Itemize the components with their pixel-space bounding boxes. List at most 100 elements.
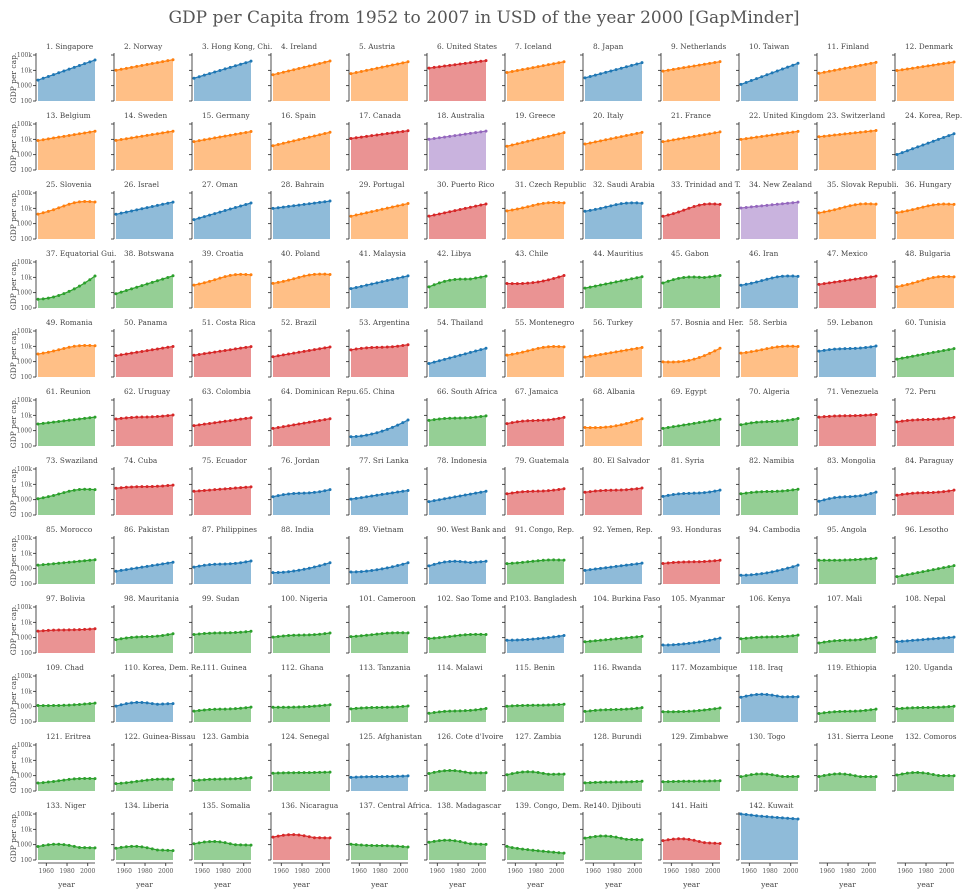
data-point xyxy=(900,772,904,776)
country-panel: 23. Switzerland xyxy=(814,111,885,171)
y-tick-label: 100 xyxy=(21,443,33,450)
data-point xyxy=(604,70,608,74)
panel-label: 53. Argentina xyxy=(359,318,410,327)
data-point xyxy=(72,488,76,492)
data-point xyxy=(244,560,248,564)
area-fill xyxy=(819,558,876,584)
data-point xyxy=(244,130,248,134)
data-point xyxy=(557,345,561,349)
panel-label: 29. Portugal xyxy=(359,180,405,189)
data-point xyxy=(515,351,519,355)
data-point xyxy=(140,207,144,211)
area-fill xyxy=(351,275,408,308)
data-point xyxy=(666,68,670,72)
data-point xyxy=(604,425,608,429)
data-point xyxy=(233,64,237,68)
country-panel: 125. Afghanistan xyxy=(346,732,422,792)
data-point xyxy=(307,633,311,637)
data-point xyxy=(947,61,951,65)
data-point xyxy=(244,272,248,276)
country-panel: 48. Bulgaria xyxy=(892,249,956,309)
data-point xyxy=(375,431,379,435)
data-point xyxy=(302,421,306,425)
data-point xyxy=(827,281,831,285)
data-point xyxy=(161,848,165,852)
panel-label: 4. Ireland xyxy=(281,42,317,51)
data-point xyxy=(947,202,951,206)
data-point xyxy=(52,842,56,846)
data-point xyxy=(708,132,712,136)
data-point xyxy=(135,635,139,639)
panel-label: 119. Ethiopia xyxy=(827,663,877,672)
area-fill xyxy=(429,131,486,170)
data-point xyxy=(448,634,452,638)
data-point xyxy=(458,133,462,137)
country-panel: 12. Denmark xyxy=(892,42,956,102)
data-point xyxy=(583,568,587,572)
data-point xyxy=(552,558,556,562)
panel-label: 70. Algeria xyxy=(749,387,790,396)
data-point xyxy=(302,705,306,709)
data-point xyxy=(276,354,280,358)
panel-label: 43. Chile xyxy=(515,249,548,258)
data-point xyxy=(926,569,930,573)
panel-label: 19. Greece xyxy=(515,111,555,120)
panel-label: 131. Sierra Leone xyxy=(827,732,893,741)
country-panel: 34. New Zealand xyxy=(736,180,812,240)
data-point xyxy=(687,422,691,426)
data-point xyxy=(708,490,712,494)
panel-label: 141. Haiti xyxy=(671,801,709,810)
panel-label: 15. Germany xyxy=(202,111,251,120)
data-point xyxy=(827,497,831,501)
data-point xyxy=(292,569,296,573)
data-point xyxy=(624,278,628,282)
data-point xyxy=(155,279,159,283)
data-point xyxy=(307,420,311,424)
data-point xyxy=(796,775,800,779)
data-point xyxy=(614,780,618,784)
data-point xyxy=(718,417,722,421)
data-point xyxy=(83,343,87,347)
panel-label: 120. Uganda xyxy=(905,663,953,672)
data-point xyxy=(541,771,545,775)
data-point xyxy=(546,489,550,493)
data-point xyxy=(599,834,603,838)
data-point xyxy=(833,280,837,284)
y-axis-title: GDP per cap. xyxy=(9,605,18,656)
data-point xyxy=(77,702,81,706)
data-point xyxy=(775,419,779,423)
country-panel: 66. South Africa xyxy=(424,387,498,447)
data-point xyxy=(228,842,232,846)
data-point xyxy=(661,643,665,647)
data-point xyxy=(62,703,66,707)
area-fill xyxy=(273,633,330,653)
data-point xyxy=(536,65,540,69)
data-point xyxy=(869,202,873,206)
data-point xyxy=(287,204,291,208)
data-point xyxy=(765,772,769,776)
data-point xyxy=(911,147,915,151)
data-point xyxy=(318,770,322,774)
data-point xyxy=(895,493,899,497)
x-tick-label: 2000 xyxy=(549,868,564,875)
data-point xyxy=(671,493,675,497)
data-point xyxy=(271,144,275,148)
data-point xyxy=(858,63,862,67)
country-panel: 40. Poland xyxy=(268,249,332,309)
data-point xyxy=(453,134,457,138)
data-point xyxy=(468,492,472,496)
data-point xyxy=(921,491,925,495)
area-fill xyxy=(116,846,173,860)
data-point xyxy=(536,559,540,563)
data-point xyxy=(312,633,316,637)
data-point xyxy=(370,494,374,498)
area-fill xyxy=(663,780,720,791)
area-fill xyxy=(897,204,954,239)
data-point xyxy=(630,277,634,281)
data-point xyxy=(150,348,154,352)
area-fill xyxy=(429,203,486,239)
country-panel: 123. Gambia xyxy=(189,732,253,792)
data-point xyxy=(202,778,206,782)
data-point xyxy=(401,203,405,207)
data-point xyxy=(614,488,618,492)
